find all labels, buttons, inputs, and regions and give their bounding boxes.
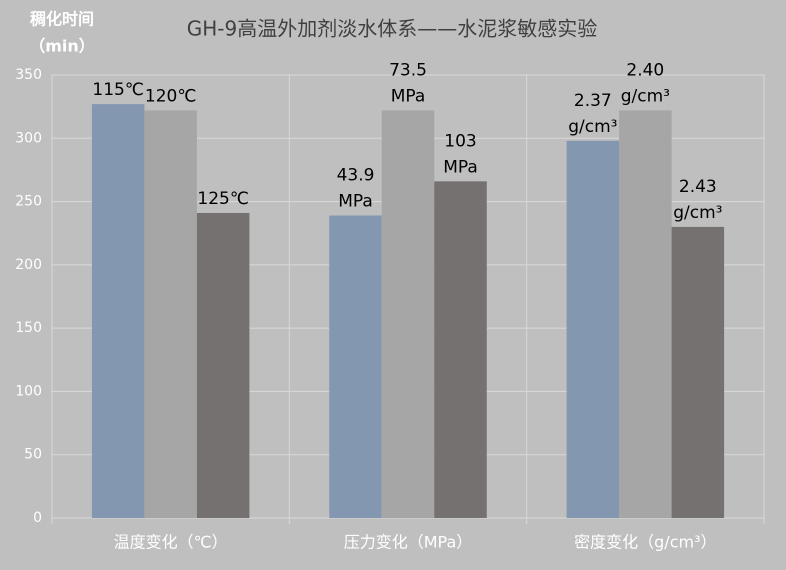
bar	[91, 104, 145, 519]
data-label: 2.40	[626, 60, 664, 80]
data-label: g/cm³	[673, 203, 722, 223]
data-label: g/cm³	[621, 86, 670, 106]
bar	[434, 181, 487, 518]
data-label: MPa	[338, 191, 373, 211]
bar	[381, 110, 435, 518]
y-axis-title: 稠化时间	[30, 10, 94, 29]
y-tick-label: 350	[15, 67, 42, 83]
x-tick-label: 温度变化（℃）	[114, 533, 228, 552]
y-axis-title: （min）	[29, 37, 95, 56]
y-tick-label: 300	[15, 130, 42, 146]
y-tick-label: 150	[15, 320, 42, 336]
bar	[619, 110, 672, 518]
y-tick-label: 250	[15, 194, 42, 210]
bar	[144, 110, 197, 518]
data-label: 43.9	[337, 165, 375, 185]
data-label: 103	[444, 131, 476, 151]
bar	[329, 215, 382, 518]
x-tick-label: 压力变化（MPa）	[344, 533, 473, 552]
bar	[566, 140, 620, 518]
data-label: MPa	[391, 86, 426, 106]
y-tick-label: 100	[15, 383, 42, 399]
bar	[671, 226, 725, 518]
data-label: g/cm³	[568, 117, 617, 137]
data-label: 2.37	[574, 91, 612, 111]
data-label: 73.5	[389, 60, 427, 80]
y-tick-label: 200	[15, 257, 42, 273]
data-label: MPa	[443, 157, 478, 177]
data-label: 2.43	[679, 177, 717, 197]
data-label: 125℃	[197, 189, 249, 209]
y-tick-label: 0	[33, 510, 42, 526]
data-label: 115℃	[92, 80, 144, 100]
chart-title: GH-9高温外加剂淡水体系——水泥浆敏感实验	[187, 17, 597, 41]
y-tick-label: 50	[24, 447, 42, 463]
data-label: 120℃	[145, 86, 197, 106]
x-tick-label: 密度变化（g/cm³）	[574, 533, 716, 552]
bar	[196, 212, 250, 518]
